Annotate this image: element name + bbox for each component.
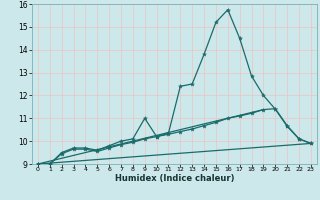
X-axis label: Humidex (Indice chaleur): Humidex (Indice chaleur) bbox=[115, 174, 234, 183]
